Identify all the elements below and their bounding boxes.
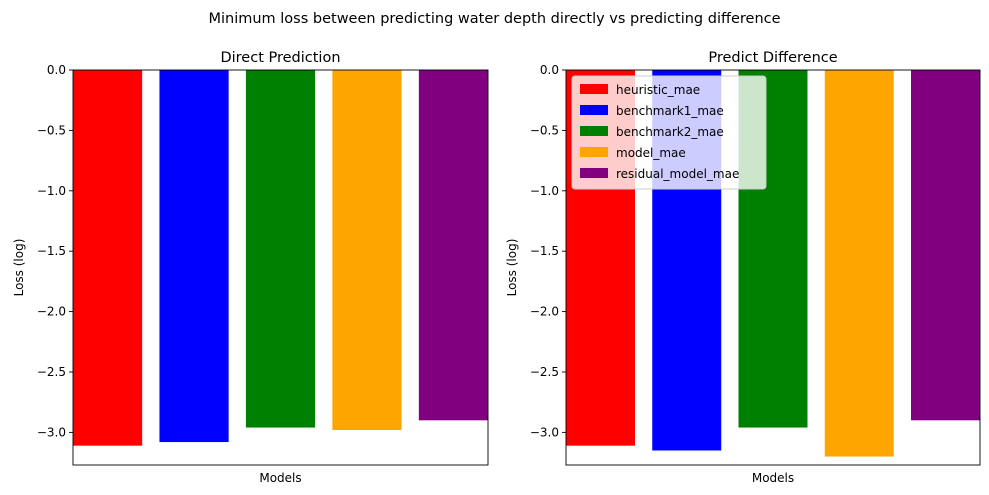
legend-swatch — [580, 105, 608, 115]
bar-residual_model_mae — [911, 70, 980, 421]
y-tick-label: −2.5 — [37, 365, 66, 379]
axes-2: 0.0 −0.5 −1.0 −1.5 −2.0 −2.5 −3.0 Predict Diffe… — [505, 50, 981, 485]
y-tick-label: −2.0 — [530, 305, 559, 319]
y-tick-label: −3.0 — [530, 425, 559, 439]
bar-benchmark2_mae — [245, 70, 316, 428]
axes-title: Predict Difference — [708, 50, 837, 66]
x-axis-label: Models — [752, 471, 794, 485]
y-tick-label: −1.0 — [530, 184, 559, 198]
bar-model_mae — [824, 70, 894, 457]
bar-benchmark1_mae — [159, 70, 229, 443]
y-tick-label: −1.5 — [530, 244, 559, 258]
axes-title: Direct Prediction — [220, 50, 340, 66]
bar-heuristic_mae — [73, 70, 143, 446]
axes-frame — [565, 69, 981, 466]
legend-box — [571, 75, 767, 190]
axes-frame — [72, 69, 489, 466]
y-tick-label: −1.5 — [37, 244, 66, 258]
legend-swatch — [580, 126, 608, 136]
legend-label: benchmark1_mae — [616, 104, 724, 118]
figure-suptitle: Minimum loss between predicting water de… — [208, 11, 780, 27]
y-axis-label: Loss (log) — [505, 239, 519, 297]
y-tick-label: −0.5 — [530, 123, 559, 137]
bar-model_mae — [332, 70, 402, 430]
y-tick-label: 0.0 — [540, 63, 559, 77]
bar-residual_model_mae — [418, 70, 488, 421]
y-tick-label: −2.0 — [37, 305, 66, 319]
legend-label: residual_model_mae — [616, 167, 739, 181]
legend-label: benchmark2_mae — [616, 125, 724, 139]
y-tick-label: −3.0 — [37, 425, 66, 439]
y-tick-label: 0.0 — [47, 63, 66, 77]
y-tick-label: −2.5 — [530, 365, 559, 379]
legend-swatch — [580, 84, 608, 94]
legend: heuristic_mae benchmark1_mae benchmark2_ma… — [571, 75, 767, 190]
y-tick-label: −0.5 — [37, 123, 66, 137]
axes-layer: 0.0 −0.5 −1.0 −1.5 −2.0 −2.5 −3.0 Direct Predic… — [12, 50, 981, 485]
legend-swatch — [580, 168, 608, 178]
axes-1: 0.0 −0.5 −1.0 −1.5 −2.0 −2.5 −3.0 Direct Predic… — [12, 50, 489, 485]
legend-label: model_mae — [616, 146, 686, 160]
y-axis-label: Loss (log) — [12, 239, 26, 297]
legend-swatch — [580, 147, 608, 157]
x-axis-label: Models — [259, 471, 301, 485]
legend-label: heuristic_mae — [616, 83, 700, 97]
y-tick-label: −1.0 — [37, 184, 66, 198]
